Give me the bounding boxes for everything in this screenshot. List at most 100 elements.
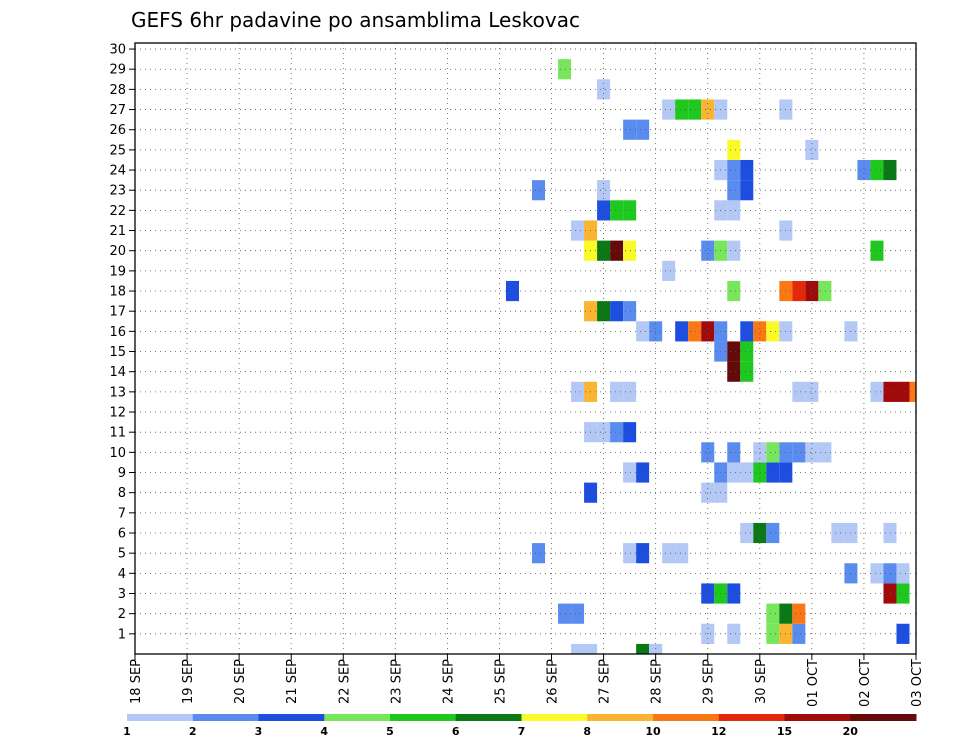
- colorbar-segment: [455, 714, 522, 721]
- y-tick-label: 8: [118, 486, 126, 501]
- heatmap-cell: [792, 603, 806, 624]
- heatmap-cell: [636, 321, 650, 342]
- heatmap-cell: [766, 522, 780, 544]
- heatmap-cell: [740, 159, 754, 181]
- heatmap-cell: [532, 543, 546, 564]
- heatmap-cell: [792, 623, 806, 644]
- y-tick-label: 18: [109, 285, 126, 300]
- heatmap-cell: [753, 462, 767, 483]
- heatmap-cell: [740, 341, 754, 362]
- heatmap-cell: [610, 381, 624, 402]
- heatmap-cell: [688, 321, 702, 342]
- heatmap-cell: [883, 583, 897, 604]
- heatmap-cell: [505, 280, 519, 302]
- heatmap-cell: [727, 180, 741, 201]
- heatmap-cell: [597, 422, 611, 443]
- heatmap-cell: [727, 280, 741, 302]
- heatmap-cell: [597, 180, 611, 201]
- heatmap-cell: [623, 422, 637, 443]
- heatmap-cell: [805, 442, 819, 463]
- heatmap-cell: [688, 99, 702, 120]
- heatmap-cell: [896, 623, 910, 644]
- heatmap-cell: [740, 321, 754, 342]
- colorbar-label: 10: [645, 725, 661, 738]
- heatmap-cell: [805, 280, 819, 302]
- heatmap-cell: [610, 200, 624, 221]
- x-tick-label: 24 SEP: [441, 659, 456, 704]
- heatmap-cell: [766, 321, 780, 342]
- heatmap-cell: [805, 381, 819, 402]
- x-tick-label: 28 SEP: [650, 659, 665, 704]
- heatmap-cell: [610, 301, 624, 322]
- heatmap-cell: [870, 381, 884, 402]
- colorbar-segment: [192, 714, 259, 721]
- heatmap-cell: [818, 442, 832, 463]
- colorbar-segment: [653, 714, 720, 721]
- y-tick-label: 19: [109, 264, 126, 279]
- y-tick-label: 22: [109, 204, 126, 219]
- colorbar-label: 4: [320, 725, 328, 738]
- colorbar-label: 2: [189, 725, 197, 738]
- heatmap-cell: [623, 462, 637, 483]
- heatmap-cell: [623, 119, 637, 140]
- colorbar-segment: [324, 714, 391, 721]
- colorbar-segment: [390, 714, 457, 721]
- heatmap-cell: [623, 240, 637, 261]
- y-tick-label: 30: [109, 43, 126, 58]
- heatmap-cell: [870, 240, 884, 261]
- grid-lines: [135, 43, 916, 654]
- heatmap-cell: [623, 301, 637, 322]
- x-tick-label: 29 SEP: [702, 659, 717, 704]
- y-tick-label: 28: [109, 83, 126, 98]
- heatmap-cell: [727, 462, 741, 483]
- heatmap-cell: [727, 341, 741, 362]
- heatmap-cell: [701, 482, 715, 503]
- y-tick-label: 24: [109, 164, 126, 179]
- heatmap-cell: [597, 79, 611, 100]
- x-tick-label: 01 OCT: [806, 659, 821, 707]
- y-tick-label: 14: [109, 365, 126, 380]
- heatmap-cell: [675, 99, 689, 120]
- y-tick-label: 7: [118, 506, 126, 521]
- x-tick-label: 03 OCT: [910, 659, 925, 707]
- colorbar-segment: [718, 714, 785, 721]
- colorbar-label: 6: [452, 725, 460, 738]
- heatmap-cell: [532, 180, 546, 201]
- heatmap-cell: [597, 240, 611, 261]
- y-tick-label: 6: [118, 527, 126, 542]
- heatmap-cell: [727, 442, 741, 463]
- heatmap-cell: [610, 240, 624, 261]
- y-tick-label: 29: [109, 63, 126, 78]
- heatmap-cell: [636, 462, 650, 483]
- heatmap-cell: [896, 563, 910, 584]
- heatmap-cell: [727, 139, 741, 160]
- colorbar-segment: [784, 714, 851, 721]
- heatmap-cell: [740, 361, 754, 382]
- heatmap-cell: [662, 260, 676, 281]
- colorbar-segment: [850, 714, 917, 721]
- heatmap-cell: [623, 543, 637, 564]
- heatmap-cell: [805, 139, 819, 160]
- y-tick-label: 1: [118, 627, 126, 642]
- heatmap-cell: [675, 321, 689, 342]
- heatmap-cell: [662, 99, 676, 120]
- heatmap-cell: [636, 543, 650, 564]
- heatmap-cell: [831, 522, 845, 544]
- colorbar-label: 3: [255, 725, 263, 738]
- heatmap-cell: [870, 563, 884, 584]
- heatmap-cell: [558, 59, 572, 80]
- heatmap-cell: [636, 643, 650, 654]
- x-tick-label: 02 OCT: [858, 659, 873, 707]
- x-tick-label: 18 SEP: [129, 659, 144, 704]
- x-tick-label: 21 SEP: [285, 659, 300, 704]
- colorbar-label: 12: [711, 725, 726, 738]
- colorbar-segment: [258, 714, 325, 721]
- y-tick-label: 2: [118, 607, 126, 622]
- heatmap-cell: [740, 462, 754, 483]
- heatmap-cell: [753, 442, 767, 463]
- heatmap-cell: [610, 422, 624, 443]
- y-tick-label: 26: [109, 123, 126, 138]
- x-tick-label: 22 SEP: [337, 659, 352, 704]
- colorbar-label: 8: [583, 725, 591, 738]
- x-tick-label: 23 SEP: [389, 659, 404, 704]
